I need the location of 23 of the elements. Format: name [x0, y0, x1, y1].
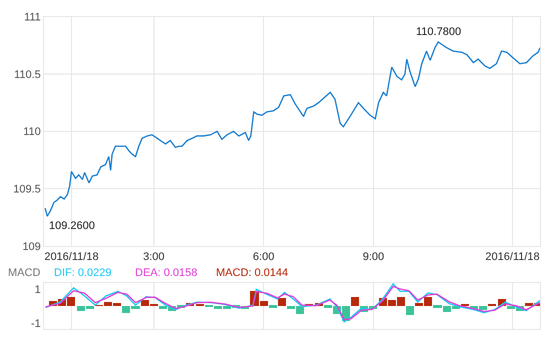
x-tick-label: 9:00 — [362, 251, 384, 264]
series-label: MACD: 0.0144 — [216, 267, 288, 279]
bar — [351, 297, 359, 306]
line-series — [44, 41, 540, 217]
y-tick-label: 1 — [34, 284, 41, 296]
y-tick-label: 111 — [24, 12, 41, 24]
x-tick-label: 2016/11/18 — [485, 251, 540, 264]
x-tick-label: 3:00 — [143, 251, 165, 264]
y-tick-label: -1 — [31, 318, 41, 330]
y-tick-label: 109 — [22, 240, 41, 253]
bar — [278, 298, 286, 306]
x-tick-label: 6:00 — [252, 251, 274, 264]
x-tick-label: 2016/11/18 — [44, 251, 99, 264]
series-label: DEA: 0.0158 — [135, 267, 198, 279]
annotation: 109.2600 — [49, 220, 95, 232]
y-tick-label: 110.5 — [14, 68, 41, 81]
chart-title: MACD — [8, 267, 40, 279]
y-tick-label: 109.5 — [13, 183, 41, 196]
series-label: DIF: 0.0229 — [54, 267, 112, 279]
bar — [406, 306, 414, 316]
y-tick-label: 110 — [23, 126, 41, 138]
annotation: 110.7800 — [416, 26, 462, 38]
bar — [269, 305, 277, 308]
